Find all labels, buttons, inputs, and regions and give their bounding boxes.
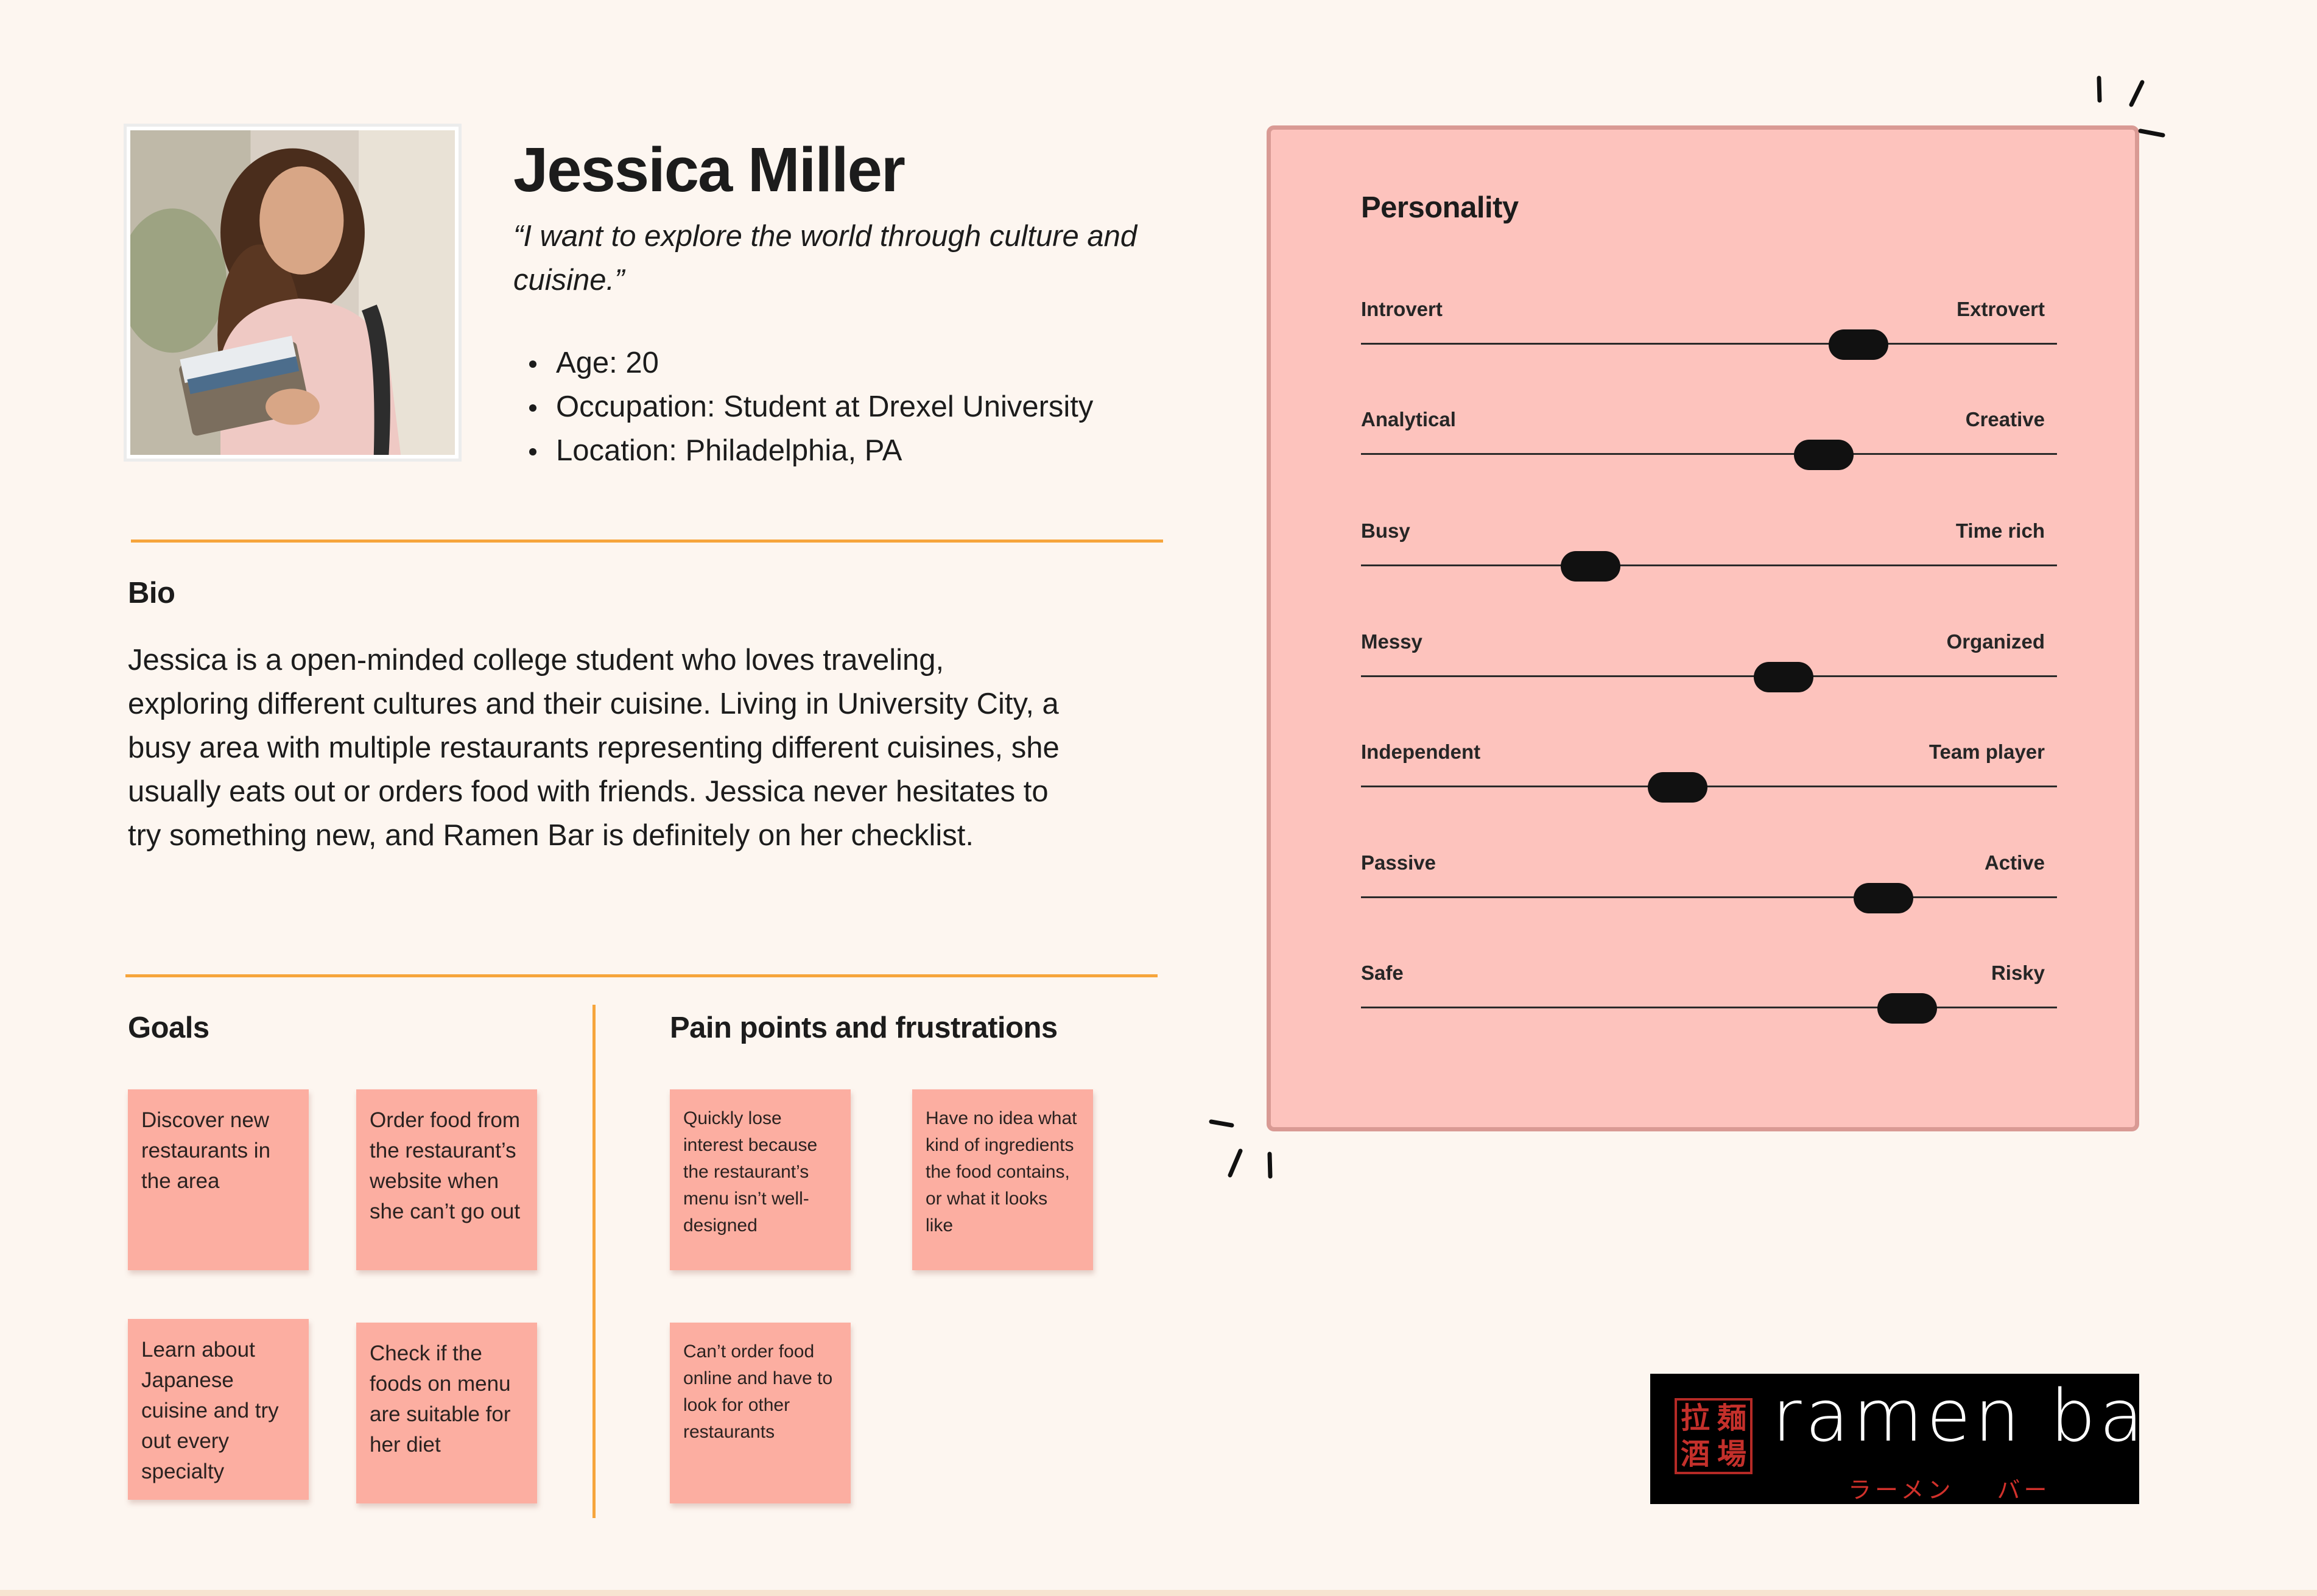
fact-age: Age: 20 bbox=[513, 341, 1093, 385]
slider-track bbox=[1361, 343, 2057, 345]
slider-knob[interactable] bbox=[1794, 440, 1854, 470]
goal-note: Learn about Japanese cuisine and try out… bbox=[128, 1319, 309, 1500]
logo-kana-ramen: ラーメン bbox=[1848, 1477, 1955, 1503]
trait-right-label: Creative bbox=[1965, 408, 2045, 431]
spark-decoration-icon bbox=[2097, 76, 2165, 138]
bio-text: Jessica is a open-minded college student… bbox=[128, 644, 1060, 852]
trait-right-label: Risky bbox=[1991, 961, 2045, 984]
trait-right-label: Time rich bbox=[1955, 519, 2045, 542]
slider-knob[interactable] bbox=[1854, 883, 1914, 913]
trait-right-label: Team player bbox=[1928, 740, 2045, 763]
trait-left-label: Passive bbox=[1361, 851, 1436, 874]
logo-kana: ラーメン バー bbox=[1848, 1471, 2051, 1504]
logo-kana-bar: バー bbox=[1997, 1477, 2051, 1503]
trait-left-label: Independent bbox=[1361, 740, 1481, 763]
goal-note: Order food from the restaurant’s website… bbox=[356, 1089, 537, 1270]
trait-left-label: Introvert bbox=[1361, 298, 1443, 320]
ramen-bar-logo: 拉 麺 酒 場 ramen bar ラーメン バー bbox=[1650, 1374, 2139, 1504]
trait-right-label: Organized bbox=[1946, 630, 2045, 653]
slider-track bbox=[1361, 453, 2057, 455]
trait-left-label: Analytical bbox=[1361, 408, 1456, 431]
fact-occupation: Occupation: Student at Drexel University bbox=[513, 385, 1093, 429]
vertical-divider bbox=[592, 1005, 596, 1518]
trait-busy-timerich: Busy Time rich bbox=[1361, 519, 2057, 586]
stamp-glyph: 場 bbox=[1717, 1436, 1746, 1471]
trait-introvert-extrovert: Introvert Extrovert bbox=[1361, 298, 2057, 365]
pain-point-note: Can’t order food online and have to look… bbox=[670, 1323, 851, 1503]
trait-left-label: Safe bbox=[1361, 961, 1404, 984]
divider-line bbox=[131, 540, 1163, 543]
divider-line bbox=[125, 974, 1158, 977]
pain-point-note: Have no idea what kind of ingredients th… bbox=[912, 1089, 1093, 1270]
slider-knob[interactable] bbox=[1753, 662, 1813, 692]
trait-right-label: Extrovert bbox=[1957, 298, 2045, 320]
bio-heading: Bio bbox=[128, 577, 175, 610]
persona-facts: Age: 20 Occupation: Student at Drexel Un… bbox=[513, 341, 1093, 473]
goal-note: Check if the foods on menu are suitable … bbox=[356, 1323, 537, 1503]
fact-location: Location: Philadelphia, PA bbox=[513, 429, 1093, 473]
trait-messy-organized: Messy Organized bbox=[1361, 630, 2057, 697]
profile-photo bbox=[124, 124, 462, 462]
slider-knob[interactable] bbox=[1561, 551, 1621, 582]
trait-independent-teamplayer: Independent Team player bbox=[1361, 740, 2057, 807]
trait-left-label: Busy bbox=[1361, 519, 1410, 542]
profile-photo-image bbox=[130, 130, 455, 455]
stamp-glyph: 麺 bbox=[1717, 1401, 1746, 1436]
persona-quote: “I want to explore the world through cul… bbox=[513, 220, 1137, 297]
bottom-strip bbox=[0, 1590, 2317, 1596]
slider-knob[interactable] bbox=[1648, 772, 1708, 803]
trait-right-label: Active bbox=[1984, 851, 2045, 874]
persona-name: Jessica Miller bbox=[513, 135, 905, 205]
slider-track bbox=[1361, 786, 2057, 787]
trait-left-label: Messy bbox=[1361, 630, 1422, 653]
trait-passive-active: Passive Active bbox=[1361, 851, 2057, 918]
trait-analytical-creative: Analytical Creative bbox=[1361, 408, 2057, 475]
trait-safe-risky: Safe Risky bbox=[1361, 961, 2057, 1028]
personality-heading: Personality bbox=[1361, 191, 1519, 224]
slider-track bbox=[1361, 675, 2057, 677]
slider-track bbox=[1361, 896, 2057, 898]
goal-note: Discover new restaurants in the area bbox=[128, 1089, 309, 1270]
logo-wordmark: ramen bar bbox=[1772, 1374, 2139, 1458]
goals-heading: Goals bbox=[128, 1011, 209, 1044]
stamp-glyph: 拉 bbox=[1680, 1401, 1710, 1436]
slider-knob[interactable] bbox=[1829, 329, 1889, 360]
pain-points-heading: Pain points and frustrations bbox=[670, 1011, 1058, 1044]
stamp-glyph: 酒 bbox=[1680, 1436, 1710, 1471]
slider-track bbox=[1361, 1007, 2057, 1008]
slider-track bbox=[1361, 564, 2057, 566]
spark-decoration-icon bbox=[1209, 1119, 1273, 1179]
slider-knob[interactable] bbox=[1877, 993, 1938, 1024]
pain-point-note: Quickly lose interest because the restau… bbox=[670, 1089, 851, 1270]
personality-panel: Personality Introvert Extrovert Analytic… bbox=[1267, 125, 2139, 1131]
logo-stamp: 拉 麺 酒 場 bbox=[1675, 1398, 1753, 1474]
